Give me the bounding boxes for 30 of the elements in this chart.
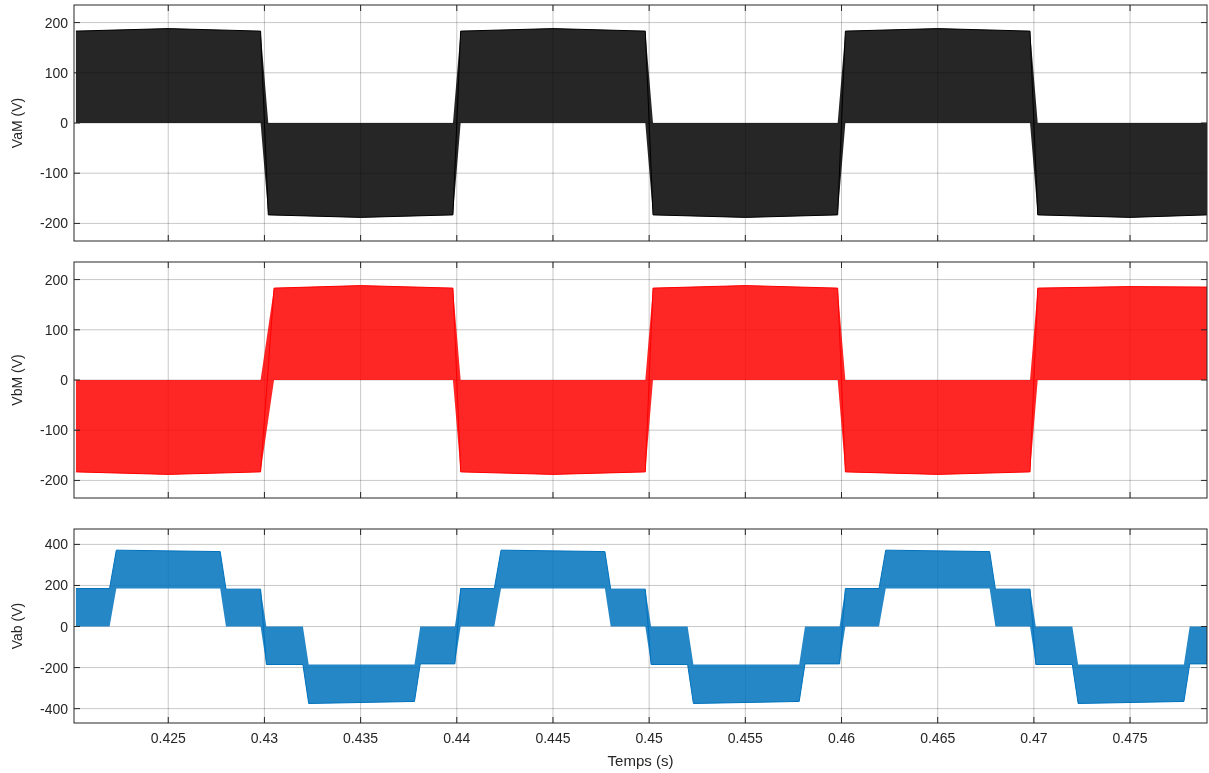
x-tick-label: 0.45: [635, 730, 663, 746]
y-tick-label: 0: [60, 115, 69, 131]
x-tick-label: 0.47: [1020, 730, 1048, 746]
x-tick-label: 0.425: [150, 730, 186, 746]
y-tick-label: -200: [39, 659, 69, 676]
y-tick-label: 100: [44, 64, 69, 81]
y-tick-label: -100: [39, 165, 69, 182]
x-tick-label: 0.445: [535, 730, 571, 746]
y-axis-title: VaM (V): [9, 97, 25, 149]
y-tick-label: 400: [44, 536, 69, 553]
y-axis-title: Vab (V): [9, 602, 25, 650]
y-tick-label: 0: [60, 372, 69, 388]
y-tick-label: -100: [39, 422, 69, 439]
y-tick-label: -200: [39, 215, 69, 232]
y-tick-label: 100: [44, 321, 69, 338]
x-tick-label: 0.435: [343, 730, 379, 746]
y-tick-label: -400: [39, 700, 69, 717]
y-axis-title: VbM (V): [9, 354, 25, 406]
x-tick-label: 0.43: [250, 730, 279, 746]
x-tick-label: 0.475: [1112, 730, 1148, 746]
y-tick-label: -200: [39, 472, 69, 489]
y-tick-label: 200: [44, 14, 69, 31]
y-tick-label: 200: [44, 577, 69, 594]
x-tick-label: 0.44: [443, 730, 471, 746]
x-tick-label: 0.465: [920, 730, 956, 746]
x-axis-title: Temps (s): [607, 752, 674, 769]
y-tick-label: 200: [44, 271, 69, 288]
x-tick-label: 0.455: [727, 730, 764, 746]
x-tick-label: 0.46: [827, 730, 856, 746]
y-tick-label: 0: [60, 618, 69, 635]
